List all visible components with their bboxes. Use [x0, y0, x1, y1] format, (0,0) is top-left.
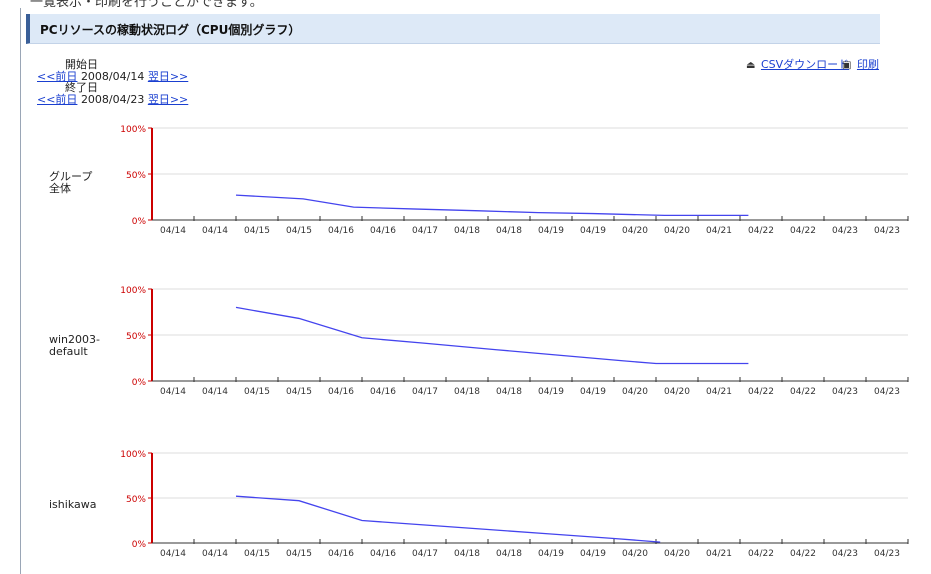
x-tick-label: 04/23 [832, 226, 858, 236]
series-line [235, 306, 749, 365]
x-tick-label: 04/22 [748, 549, 774, 559]
x-tick-label: 04/14 [202, 387, 228, 397]
x-tick-label: 04/23 [874, 226, 900, 236]
x-tick-label: 04/15 [244, 226, 270, 236]
x-tick-label: 04/18 [496, 549, 522, 559]
x-tick-label: 04/22 [790, 549, 816, 559]
print[interactable]: ▣ 印刷 [842, 56, 879, 72]
start-date-label: 開始日 [65, 58, 98, 71]
x-tick-label: 04/22 [790, 226, 816, 236]
x-tick-label: 04/20 [664, 387, 690, 397]
print-link[interactable]: 印刷 [856, 58, 879, 71]
y-tick-label: 100% [120, 450, 146, 460]
x-tick-label: 04/15 [286, 387, 312, 397]
download-icon: ⏏ [746, 60, 756, 71]
end-date-value: 2008/04/23 [80, 93, 145, 106]
x-tick-label: 04/18 [496, 226, 522, 236]
x-tick-label: 04/14 [160, 226, 186, 236]
x-tick-label: 04/17 [412, 549, 438, 559]
top-cut-text: 一覧表示・印刷を行うことができます。 [30, 0, 263, 8]
x-tick-label: 04/14 [202, 226, 228, 236]
x-tick-label: 04/22 [790, 387, 816, 397]
x-tick-label: 04/16 [328, 226, 354, 236]
x-tick-label: 04/16 [370, 549, 396, 559]
x-tick-label: 04/15 [244, 549, 270, 559]
x-tick-label: 04/18 [454, 387, 480, 397]
x-tick-label: 04/15 [286, 226, 312, 236]
frame-left-border [20, 8, 21, 574]
csv-download[interactable]: ⏏ CSVダウンロード [746, 56, 849, 72]
x-tick-label: 04/18 [454, 549, 480, 559]
x-tick-label: 04/20 [664, 226, 690, 236]
x-tick-label: 04/17 [412, 387, 438, 397]
x-tick-label: 04/22 [748, 226, 774, 236]
y-tick-label: 50% [126, 171, 146, 181]
x-tick-label: 04/19 [580, 549, 606, 559]
x-tick-label: 04/23 [832, 549, 858, 559]
x-tick-label: 04/19 [538, 549, 564, 559]
plot-name-2: win2003- default [49, 333, 100, 358]
x-tick-label: 04/20 [622, 226, 648, 236]
start-date-value: 2008/04/14 [80, 70, 145, 83]
x-tick-label: 04/15 [286, 549, 312, 559]
x-tick-label: 04/21 [706, 549, 732, 559]
end-date-label: 終了日 [65, 81, 98, 94]
series-line [235, 495, 661, 543]
x-tick-label: 04/20 [664, 549, 690, 559]
csv-download-link[interactable]: CSVダウンロード [760, 58, 850, 71]
x-tick-label: 04/23 [874, 549, 900, 559]
y-tick-label: 100% [120, 125, 146, 135]
y-tick-label: 0% [132, 540, 147, 550]
y-tick-label: 0% [132, 217, 147, 227]
y-tick-label: 50% [126, 495, 146, 505]
x-tick-label: 04/15 [244, 387, 270, 397]
x-tick-label: 04/21 [706, 387, 732, 397]
x-tick-label: 04/23 [832, 387, 858, 397]
x-tick-label: 04/22 [748, 387, 774, 397]
start-prev-day-link[interactable]: <<前日 [37, 70, 78, 83]
print-icon: ▣ [842, 60, 852, 71]
x-tick-label: 04/14 [160, 549, 186, 559]
plot-name-3: ishikawa [49, 498, 97, 511]
y-tick-label: 100% [120, 286, 146, 296]
x-tick-label: 04/23 [874, 387, 900, 397]
x-tick-label: 04/18 [496, 387, 522, 397]
plot-name-1: グループ 全体 [49, 170, 93, 195]
start-next-day-link[interactable]: 翌日>> [147, 70, 189, 83]
page-header: PCリソースの稼動状況ログ（CPU個別グラフ） [26, 14, 880, 44]
x-tick-label: 04/20 [622, 549, 648, 559]
series-line [235, 194, 749, 217]
end-prev-day-link[interactable]: <<前日 [37, 93, 78, 106]
x-tick-label: 04/19 [538, 226, 564, 236]
y-tick-label: 50% [126, 332, 146, 342]
x-tick-label: 04/16 [370, 387, 396, 397]
x-tick-label: 04/16 [370, 226, 396, 236]
x-tick-label: 04/17 [412, 226, 438, 236]
x-tick-label: 04/16 [328, 387, 354, 397]
x-tick-label: 04/19 [580, 226, 606, 236]
x-tick-label: 04/19 [538, 387, 564, 397]
x-tick-label: 04/14 [160, 387, 186, 397]
x-tick-label: 04/20 [622, 387, 648, 397]
x-tick-label: 04/21 [706, 226, 732, 236]
end-next-day-link[interactable]: 翌日>> [147, 93, 189, 106]
x-tick-label: 04/14 [202, 549, 228, 559]
end-date-filter: 終了日 <<前日 2008/04/23 翌日>> [37, 82, 188, 106]
y-tick-label: 0% [132, 378, 147, 388]
page-title: PCリソースの稼動状況ログ（CPU個別グラフ） [40, 23, 301, 37]
x-tick-label: 04/16 [328, 549, 354, 559]
x-tick-label: 04/19 [580, 387, 606, 397]
x-tick-label: 04/18 [454, 226, 480, 236]
start-date-filter: 開始日 <<前日 2008/04/14 翌日>> [37, 59, 188, 83]
